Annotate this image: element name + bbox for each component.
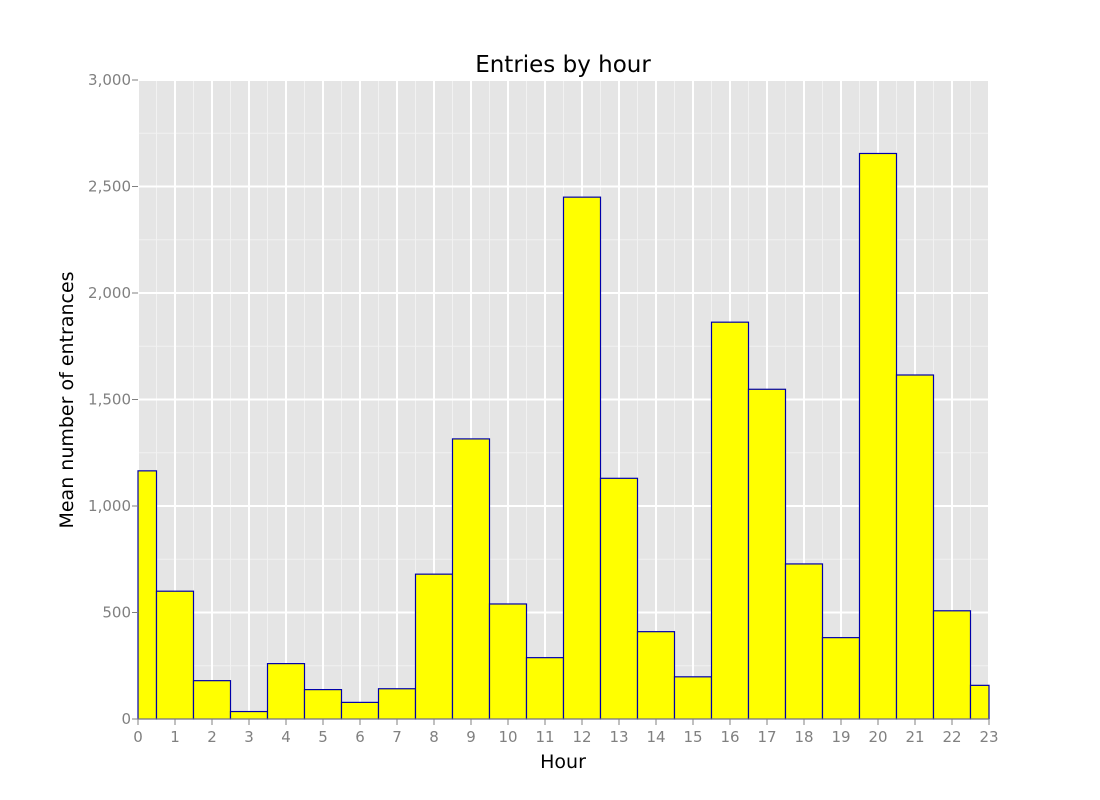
chart-title: Entries by hour — [475, 52, 651, 78]
bar-hour-11 — [525, 657, 565, 720]
x-tick-label: 18 — [794, 728, 813, 746]
bar-hour-17 — [747, 388, 787, 720]
bar-hour-20 — [858, 152, 898, 720]
y-tick-label: 1,000 — [88, 497, 131, 515]
x-tick-label: 13 — [609, 728, 628, 746]
x-tick-label: 21 — [905, 728, 924, 746]
x-tick-label: 0 — [133, 728, 143, 746]
bar-hour-0 — [137, 470, 158, 720]
x-tick-label: 10 — [498, 728, 517, 746]
x-tick-label: 8 — [429, 728, 439, 746]
bar-hour-4 — [266, 663, 306, 720]
bar-hour-19 — [821, 637, 861, 720]
bar-hour-18 — [784, 563, 824, 720]
x-tick-label: 7 — [392, 728, 402, 746]
bar-hour-15 — [673, 676, 713, 720]
bar-hour-14 — [636, 631, 676, 720]
bar-hour-22 — [932, 610, 972, 720]
y-tick-label: 500 — [102, 604, 131, 622]
bar-hour-1 — [155, 590, 195, 720]
x-tick-label: 14 — [646, 728, 665, 746]
y-tick-label: 1,500 — [88, 391, 131, 409]
bar-hour-13 — [599, 477, 639, 720]
bar-hour-7 — [377, 688, 417, 720]
x-tick-label: 15 — [683, 728, 702, 746]
bar-hour-5 — [303, 689, 343, 720]
bar-hour-2 — [192, 680, 232, 720]
bar-hour-9 — [451, 438, 491, 720]
y-tick-label: 2,500 — [88, 178, 131, 196]
x-tick-label: 19 — [831, 728, 850, 746]
x-tick-label: 17 — [757, 728, 776, 746]
x-tick-label: 20 — [868, 728, 887, 746]
x-tick-label: 12 — [572, 728, 591, 746]
x-tick-label: 9 — [466, 728, 476, 746]
x-tick-label: 2 — [207, 728, 217, 746]
bar-hour-10 — [488, 603, 528, 720]
bar-hour-6 — [340, 701, 380, 720]
x-tick-label: 5 — [318, 728, 328, 746]
x-tick-label: 16 — [720, 728, 739, 746]
x-tick-label: 6 — [355, 728, 365, 746]
bar-hour-23 — [969, 684, 990, 720]
bar-hour-12 — [562, 196, 602, 720]
bar-hour-3 — [229, 710, 269, 720]
y-axis-ticks: 0 500 1,000 1,500 2,000 2,500 3,000 — [88, 71, 138, 728]
x-tick-label: 22 — [942, 728, 961, 746]
x-tick-label: 4 — [281, 728, 291, 746]
x-tick-label: 23 — [979, 728, 998, 746]
y-axis-label: Mean number of entrances — [56, 271, 78, 528]
bar-hour-16 — [710, 321, 750, 720]
y-tick-label: 3,000 — [88, 71, 131, 89]
x-axis-label: Hour — [540, 751, 586, 773]
y-tick-label: 0 — [121, 710, 131, 728]
x-tick-label: 1 — [170, 728, 180, 746]
bar-hour-21 — [895, 374, 935, 720]
x-tick-label: 3 — [244, 728, 254, 746]
y-tick-label: 2,000 — [88, 284, 131, 302]
x-tick-label: 11 — [535, 728, 554, 746]
x-axis-ticks: 0 1 2 3 4 5 6 7 8 9 10 11 12 13 14 15 16 17 18 19 20 21 22 23 — [133, 719, 999, 746]
bar-hour-8 — [414, 573, 454, 720]
